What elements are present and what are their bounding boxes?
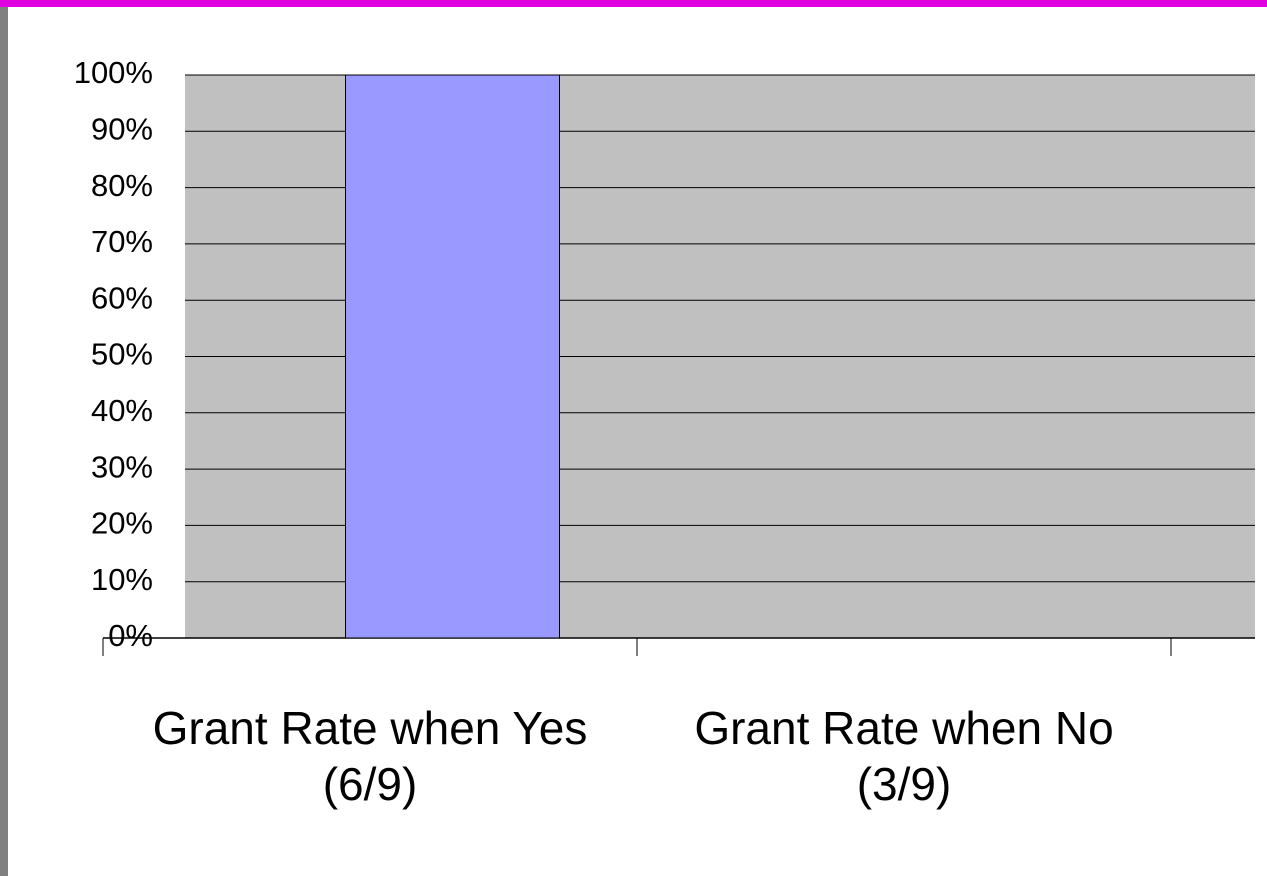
- y-tick-label: 90%: [91, 111, 153, 146]
- y-tick-label: 10%: [91, 562, 153, 597]
- y-tick-label: 60%: [91, 280, 153, 315]
- bar: [345, 74, 560, 639]
- left-strip: [0, 7, 8, 876]
- y-tick-label: 80%: [91, 168, 153, 203]
- x-category-label: Grant Rate when No (3/9): [694, 702, 1114, 810]
- y-tick-label: 30%: [91, 449, 153, 484]
- x-category-label: Grant Rate when Yes (6/9): [152, 702, 588, 810]
- y-tick-label: 0%: [108, 618, 153, 653]
- y-tick-label: 70%: [91, 224, 153, 259]
- y-tick-label: 40%: [91, 393, 153, 428]
- y-tick-label: 50%: [91, 337, 153, 372]
- y-tick-label: 100%: [74, 55, 153, 90]
- top-strip: [0, 0, 1267, 7]
- y-tick-label: 20%: [91, 506, 153, 541]
